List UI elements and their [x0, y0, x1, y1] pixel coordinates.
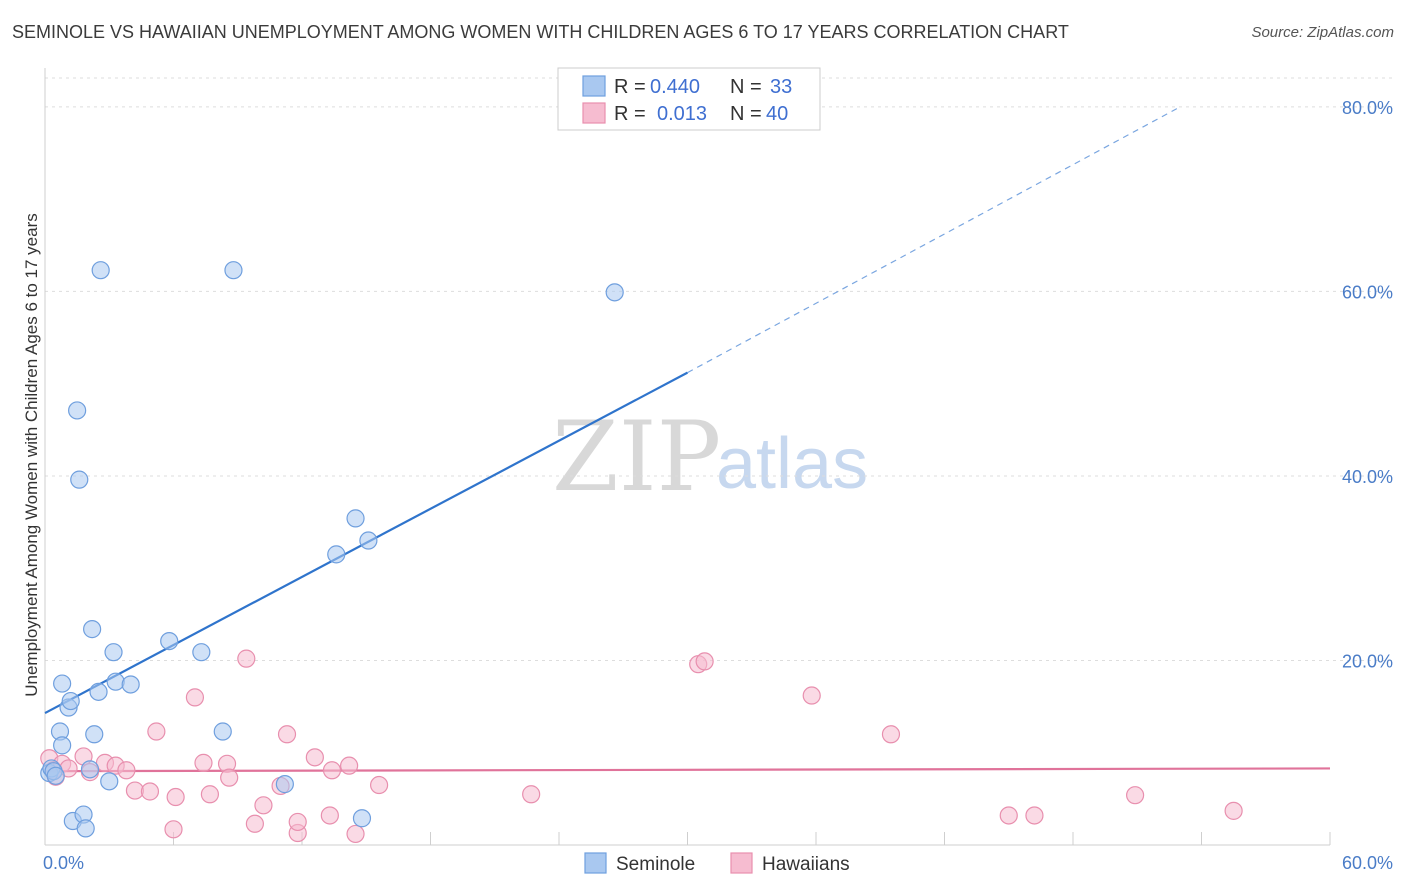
seminole-point	[352, 809, 372, 828]
axes	[44, 68, 1331, 846]
hawaiians-point	[522, 785, 541, 804]
hawaiians-point	[881, 725, 901, 744]
y-tick-label: 80.0%	[1342, 98, 1393, 118]
legend-n-label: N =	[730, 76, 762, 98]
hawaiians-point	[1025, 806, 1044, 825]
chart-source: Source: ZipAtlas.com	[1251, 24, 1394, 41]
bottom-legend: Seminole Hawaiians	[584, 852, 850, 875]
legend-r-label: R =	[614, 76, 646, 98]
grid-lines	[45, 77, 1392, 661]
x-tick-label: 60.0%	[1342, 853, 1393, 873]
seminole-point	[85, 725, 104, 744]
legend-swatch-seminole	[582, 75, 606, 97]
hawaiians-point	[185, 688, 205, 707]
seminole-point	[224, 261, 243, 280]
seminole-point	[192, 643, 211, 662]
hawaiians-point	[288, 812, 307, 832]
y-tick-label: 60.0%	[1342, 282, 1393, 302]
legend-r-value: 0.440	[650, 76, 700, 98]
legend-r-label: R =	[614, 103, 646, 125]
watermark-zip: ZIP	[552, 401, 721, 513]
hawaiians-point	[1224, 801, 1243, 820]
hawaiians-point	[200, 785, 220, 804]
hawaiians-point	[194, 753, 213, 772]
seminole-point	[605, 283, 624, 302]
seminole-point	[89, 682, 108, 701]
hawaiians-point	[695, 652, 714, 671]
hawaiians-point	[147, 722, 166, 741]
seminole-point	[61, 691, 80, 711]
hawaiians-point	[277, 725, 297, 744]
legend-n-value: 40	[766, 103, 788, 125]
seminole-point	[68, 401, 87, 420]
hawaiians-point	[237, 649, 256, 668]
hawaiians-point	[1126, 786, 1145, 805]
hawaiians-point	[220, 768, 239, 787]
seminole-point	[346, 509, 365, 528]
legend: R = 0.440 N = 33 R = 0.013 N = 40	[557, 67, 821, 131]
chart-title: SEMINOLE VS HAWAIIAN UNEMPLOYMENT AMONG …	[12, 22, 1069, 42]
hawaiians-point	[999, 806, 1018, 825]
seminole-point	[70, 470, 89, 489]
legend-n-value: 33	[770, 76, 792, 98]
hawaiians-point	[117, 761, 136, 780]
x-tick-label: 0.0%	[43, 853, 84, 873]
seminole-point	[80, 760, 100, 779]
hawaiians-point	[254, 796, 273, 815]
legend-r-value: 0.013	[657, 103, 707, 125]
hawaiians-point	[164, 820, 183, 839]
hawaiians-point	[140, 782, 160, 801]
hawaiians-point	[166, 787, 185, 807]
legend-swatch-hawaiians	[582, 102, 606, 124]
bottom-legend-label-seminole: Seminole	[616, 854, 695, 875]
bottom-legend-swatch-seminole	[584, 852, 607, 874]
seminole-point	[83, 620, 102, 639]
seminole-point	[213, 722, 232, 741]
hawaiians-point	[320, 806, 339, 825]
hawaiians-trend-line	[44, 767, 1331, 773]
hawaiians-point	[802, 686, 821, 705]
seminole-point	[53, 674, 72, 693]
y-axis-label: Unemployment Among Women with Children A…	[22, 213, 41, 697]
hawaiians-point	[370, 775, 389, 795]
hawaiians-point	[340, 756, 359, 775]
seminole-point	[76, 819, 95, 838]
hawaiians-point	[305, 748, 324, 767]
seminole-point	[160, 632, 179, 651]
hawaiians-point	[346, 824, 365, 844]
seminole-point	[104, 643, 123, 662]
seminole-point	[359, 531, 378, 550]
data-points	[40, 261, 1243, 844]
tick-labels: 20.0% 40.0% 60.0% 80.0% 0.0% 60.0%	[43, 98, 1393, 873]
hawaiians-point	[322, 761, 342, 780]
seminole-point	[275, 775, 294, 794]
seminole-point	[121, 675, 140, 694]
legend-n-label: N =	[730, 103, 762, 125]
bottom-legend-label-hawaiians: Hawaiians	[762, 854, 850, 875]
seminole-point	[327, 545, 346, 564]
hawaiians-point	[245, 814, 264, 833]
y-tick-label: 40.0%	[1342, 467, 1393, 487]
seminole-point	[100, 772, 119, 791]
seminole-trend-extension	[687, 106, 1181, 374]
seminole-point	[106, 672, 125, 691]
y-tick-label: 20.0%	[1342, 651, 1393, 671]
seminole-point	[46, 766, 65, 785]
seminole-point	[53, 736, 72, 755]
bottom-legend-swatch-hawaiians	[730, 852, 753, 874]
watermark-atlas: atlas	[716, 424, 868, 504]
seminole-point	[91, 261, 110, 280]
